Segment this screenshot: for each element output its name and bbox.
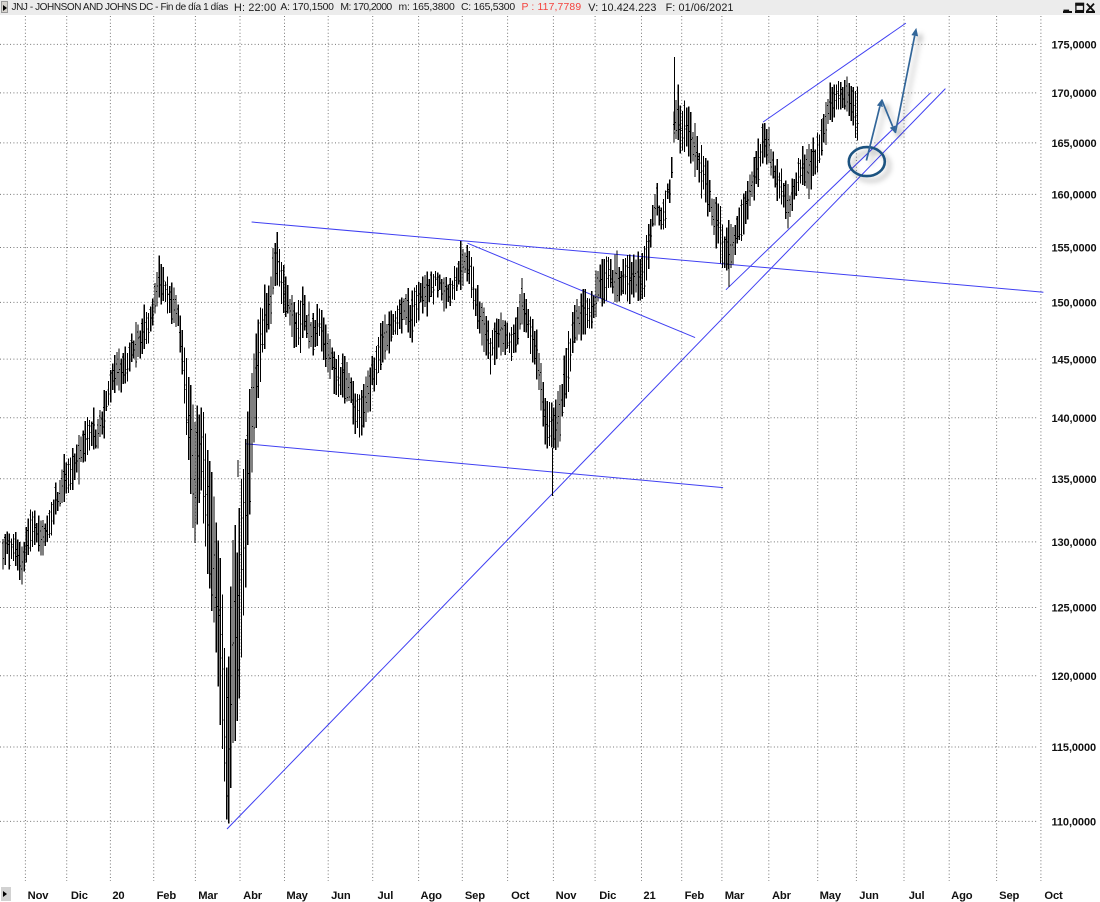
svg-text:Jun: Jun [859, 890, 879, 902]
svg-text:Oct: Oct [1044, 890, 1063, 902]
svg-text:150,0000: 150,0000 [1052, 298, 1097, 310]
svg-text:125,0000: 125,0000 [1052, 603, 1097, 615]
svg-text:175,0000: 175,0000 [1052, 40, 1097, 52]
svg-text:140,0000: 140,0000 [1052, 413, 1097, 425]
svg-text:May: May [286, 890, 308, 902]
svg-text:Feb: Feb [157, 890, 177, 902]
svg-text:170,0000: 170,0000 [1052, 88, 1097, 100]
svg-text:Nov: Nov [28, 890, 50, 902]
svg-text:Sep: Sep [465, 890, 485, 902]
svg-text:Feb: Feb [685, 890, 705, 902]
svg-text:Jul: Jul [909, 890, 925, 902]
svg-text:145,0000: 145,0000 [1052, 354, 1097, 366]
svg-text:115,0000: 115,0000 [1052, 742, 1096, 754]
svg-text:Jun: Jun [331, 890, 351, 902]
svg-text:120,0000: 120,0000 [1052, 671, 1097, 683]
svg-text:160,0000: 160,0000 [1052, 190, 1097, 202]
svg-text:Ago: Ago [951, 890, 973, 902]
svg-text:Nov: Nov [556, 890, 578, 902]
svg-text:Oct: Oct [511, 890, 530, 902]
svg-text:Mar: Mar [725, 890, 745, 902]
svg-text:155,0000: 155,0000 [1052, 243, 1097, 255]
svg-text:Abr: Abr [772, 890, 792, 902]
svg-text:Ago: Ago [421, 890, 443, 902]
svg-text:165,0000: 165,0000 [1052, 138, 1097, 150]
svg-text:Dic: Dic [71, 890, 88, 902]
svg-text:Abr: Abr [243, 890, 263, 902]
svg-text:Sep: Sep [999, 890, 1019, 902]
svg-text:Dic: Dic [599, 890, 616, 902]
svg-text:May: May [820, 890, 842, 902]
svg-text:Jul: Jul [377, 890, 393, 902]
svg-text:21: 21 [643, 890, 655, 902]
svg-text:135,0000: 135,0000 [1052, 474, 1097, 486]
svg-text:Mar: Mar [198, 890, 218, 902]
svg-text:110,0000: 110,0000 [1052, 817, 1096, 829]
svg-text:130,0000: 130,0000 [1052, 537, 1097, 549]
svg-text:20: 20 [112, 890, 124, 902]
